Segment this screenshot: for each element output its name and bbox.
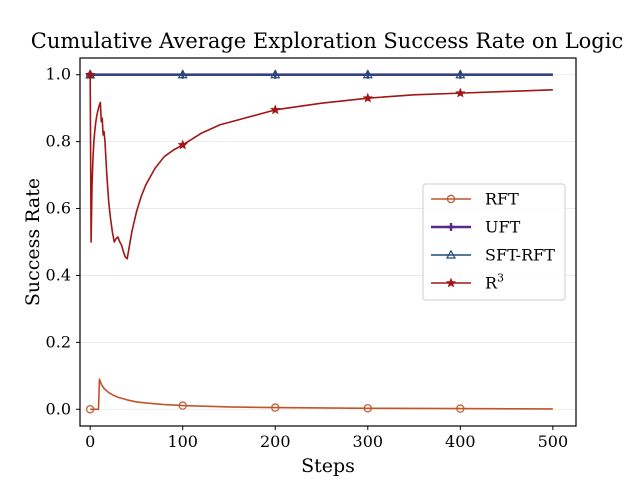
x-tick-label: 200 [260, 432, 291, 451]
data-point [178, 401, 187, 410]
chart-title: Cumulative Average Exploration Success R… [31, 29, 623, 53]
data-point [85, 405, 95, 414]
data-point [456, 404, 465, 413]
legend-label: UFT [485, 218, 521, 237]
y-tick-label: 0.0 [46, 399, 71, 418]
y-tick-label: 0.2 [46, 332, 71, 351]
legend-label: R3 [485, 272, 504, 293]
legend-box [422, 183, 566, 301]
y-tick-label: 0.6 [46, 199, 71, 218]
legend-label: SFT-RFT [485, 246, 555, 265]
legend-item: R3 [431, 272, 504, 293]
data-point [271, 403, 280, 412]
data-point [177, 69, 188, 79]
x-axis-label: Steps [301, 455, 355, 477]
series-line [90, 378, 553, 411]
x-tick-label: 100 [167, 432, 198, 451]
legend-item: RFT [431, 190, 519, 209]
x-tick-label: 400 [445, 432, 476, 451]
series-r-group [85, 69, 553, 260]
legend-item: SFT-RFT [431, 246, 555, 265]
data-point [455, 69, 466, 79]
legend-item: UFT [431, 218, 521, 237]
series-rft-group [85, 378, 553, 414]
data-point [85, 69, 96, 80]
legend-marker [445, 249, 457, 259]
data-point [270, 69, 281, 79]
legend-marker [445, 277, 457, 288]
data-point [270, 104, 281, 115]
x-tick-label: 500 [538, 432, 569, 451]
plot-lines [85, 69, 553, 414]
plot-frame [79, 57, 577, 427]
data-point [363, 404, 372, 413]
series-line [89, 74, 553, 260]
data-point [362, 69, 373, 79]
legend-label: RFT [485, 190, 519, 209]
data-point [177, 139, 188, 150]
legend-marker [447, 223, 455, 231]
y-tick-label: 0.4 [46, 265, 71, 284]
y-axis-label: Success Rate [22, 178, 44, 306]
axis-ticks: 0.0 0.2 0.4 0.6 0.8 1.0 0 100 200 300 400 500 [46, 65, 569, 451]
x-tick-label: 300 [353, 432, 384, 451]
legend-marker [446, 194, 456, 204]
y-tick-label: 0.8 [46, 132, 71, 151]
x-tick-label: 0 [85, 432, 95, 451]
legend: RFT UFT SFT-RFT R3 [422, 183, 566, 301]
y-tick-label: 1.0 [46, 65, 71, 84]
data-point [455, 87, 466, 98]
data-point [362, 92, 373, 103]
